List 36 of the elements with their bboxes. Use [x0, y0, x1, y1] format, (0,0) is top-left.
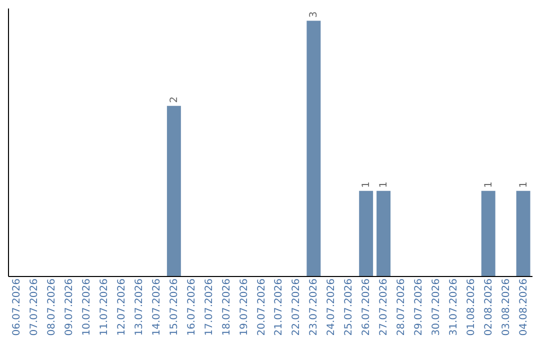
- x-tick-label: 13.07.2026: [134, 278, 145, 336]
- x-tick-label: 24.07.2026: [326, 278, 338, 336]
- x-tick-label: 11.07.2026: [99, 278, 110, 336]
- x-tick-label: 04.08.2026: [518, 278, 530, 336]
- x-tick-label: 09.07.2026: [64, 278, 76, 336]
- x-tick-label: 02.08.2026: [483, 278, 494, 336]
- x-tick-label: 20.07.2026: [256, 278, 268, 336]
- data-label: 1: [518, 182, 530, 188]
- x-tick-label: 22.07.2026: [291, 278, 302, 336]
- x-tick-label: 21.07.2026: [274, 278, 285, 336]
- x-tick-label: 03.08.2026: [500, 278, 512, 336]
- x-tick-label: 06.07.2026: [12, 278, 23, 336]
- data-label: 1: [361, 182, 372, 188]
- x-tick-label: 25.07.2026: [344, 278, 355, 336]
- x-tick-label: 17.07.2026: [204, 278, 215, 336]
- data-label: 2: [168, 96, 180, 103]
- x-tick-label: 08.07.2026: [46, 278, 58, 336]
- x-tick-label: 07.07.2026: [29, 278, 40, 336]
- x-tick-label: 15.07.2026: [168, 278, 180, 336]
- x-tick-label: 12.07.2026: [116, 278, 128, 336]
- x-tick-label: 01.08.2026: [466, 278, 477, 336]
- x-tick-label: 26.07.2026: [361, 278, 372, 336]
- data-label: 1: [378, 182, 390, 188]
- x-tick-label: 30.07.2026: [430, 278, 442, 336]
- x-tick-label: 31.07.2026: [448, 278, 460, 336]
- data-label: 1: [483, 182, 494, 188]
- data-label: 3: [308, 11, 320, 18]
- x-tick-label: 16.07.2026: [186, 278, 198, 336]
- x-tick-label: 18.07.2026: [221, 278, 232, 336]
- x-tick-label: 29.07.2026: [413, 278, 424, 336]
- x-tick-label: 28.07.2026: [396, 278, 407, 336]
- x-tick-label: 27.07.2026: [378, 278, 390, 336]
- x-tick-label: 14.07.2026: [151, 278, 162, 336]
- x-tick-label: 23.07.2026: [308, 278, 320, 336]
- x-tick-label: 19.07.2026: [238, 278, 250, 336]
- x-tick-label: 10.07.2026: [82, 278, 93, 336]
